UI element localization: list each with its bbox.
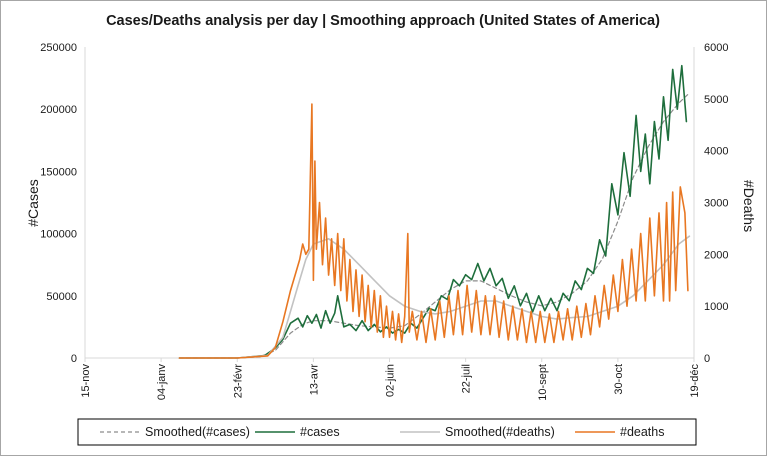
y-axis-title-left: #Cases [25,179,41,226]
y-tick-label-right: 5000 [704,94,728,106]
y-tick-label-right: 6000 [704,42,728,54]
y-tick-label-left: 200000 [40,104,77,116]
y-tick-label-right: 3000 [704,198,728,210]
x-tick-label: 30-oct [613,364,625,395]
x-tick-label: 23-févr [232,364,244,399]
y-tick-label-left: 50000 [46,291,77,303]
series-line-smoothed-deaths [178,235,691,359]
y-tick-label-left: 150000 [40,166,77,178]
legend-label: Smoothed(#cases) [145,425,250,439]
y-tick-label-right: 0 [704,353,710,365]
x-tick-label: 13-avr [308,364,320,396]
x-tick-label: 22-juil [461,364,473,393]
y-tick-label-right: 2000 [704,249,728,261]
y-tick-label-left: 0 [71,353,77,365]
x-tick-label: 15-nov [80,364,92,398]
legend-label: #cases [300,425,340,439]
series-line-deaths [178,103,689,359]
x-tick-label: 19-déc [689,364,701,398]
x-tick-label: 04-janv [156,364,168,401]
y-tick-label-left: 250000 [40,42,77,54]
legend-label: Smoothed(#deaths) [445,425,555,439]
y-axis-title-right: #Deaths [741,180,757,232]
y-tick-label-right: 4000 [704,146,728,158]
x-tick-label: 10-sept [537,364,549,401]
x-tick-label: 02-juin [385,364,397,397]
series-line-cases [178,64,688,359]
chart-title: Cases/Deaths analysis per day | Smoothin… [106,13,660,29]
plot-area: 0 50000 100000 150000 200000 250000 0 1000 2000 3… [40,42,728,401]
legend-label: #deaths [620,425,664,439]
y-tick-label-right: 1000 [704,301,728,313]
series-line-smoothed-cases [178,92,691,359]
y-tick-label-left: 100000 [40,229,77,241]
legend: Smoothed(#cases) #cases Smoothed(#deaths) #… [77,418,697,446]
